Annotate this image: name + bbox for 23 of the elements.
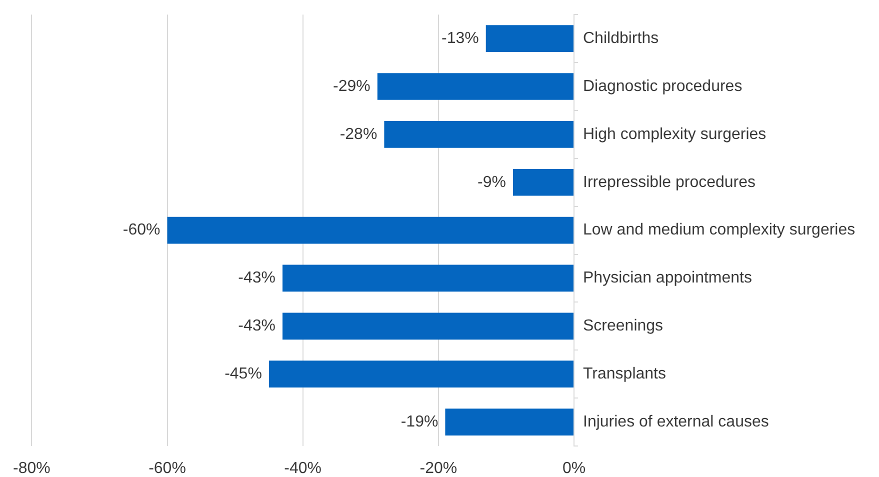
y-tick-label: Irrepressible procedures	[583, 174, 756, 191]
y-tick-label: Injuries of external causes	[583, 413, 769, 430]
x-tick-label: -20%	[420, 460, 458, 477]
data-label: -45%	[224, 366, 262, 383]
data-label: -28%	[340, 126, 378, 143]
data-label: -43%	[238, 318, 276, 335]
data-label: -13%	[442, 30, 479, 47]
x-tick-label: -40%	[284, 460, 322, 477]
y-tick-label: Diagnostic procedures	[583, 78, 742, 95]
data-label: -43%	[238, 270, 276, 287]
y-tick-label: Transplants	[583, 366, 666, 383]
x-tick-label: 0%	[562, 460, 586, 477]
x-tick-label: -80%	[12, 460, 50, 477]
y-tick-label: Childbirths	[583, 30, 659, 47]
y-tick-label: High complexity surgeries	[583, 126, 766, 143]
y-tick-label: Physician appointments	[583, 270, 752, 287]
data-label: -9%	[478, 174, 506, 191]
data-label: -60%	[122, 222, 160, 239]
y-tick-label: Screenings	[583, 318, 664, 335]
data-label: -29%	[333, 78, 370, 95]
y-tick-label: Low and medium complexity surgeries	[583, 222, 856, 239]
x-tick-label: -60%	[148, 460, 186, 477]
data-label: -19%	[400, 413, 438, 430]
